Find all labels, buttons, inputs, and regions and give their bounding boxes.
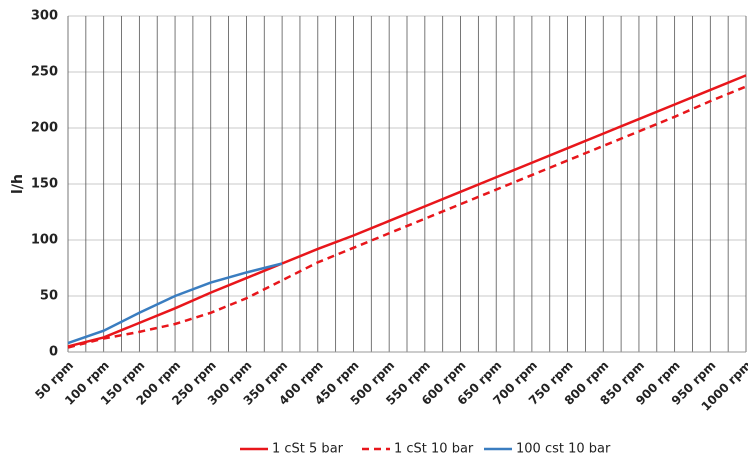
legend-label: 1 cSt 5 bar <box>272 442 344 457</box>
y-tick-label: 150 <box>31 177 58 192</box>
series-line <box>67 74 747 348</box>
y-tick-label: 100 <box>31 233 58 248</box>
y-tick-label: 200 <box>31 121 58 136</box>
y-tick-label: 300 <box>31 9 58 24</box>
y-tick-label: 50 <box>40 289 58 304</box>
series-line <box>67 85 747 349</box>
y-tick-label: 0 <box>49 345 58 360</box>
legend-label: 100 cst 10 bar <box>516 442 611 457</box>
y-tick-label: 250 <box>31 65 58 80</box>
y-axis-label: l/h <box>10 174 26 194</box>
series-line <box>67 262 283 345</box>
legend-label: 1 cSt 10 bar <box>394 442 474 457</box>
